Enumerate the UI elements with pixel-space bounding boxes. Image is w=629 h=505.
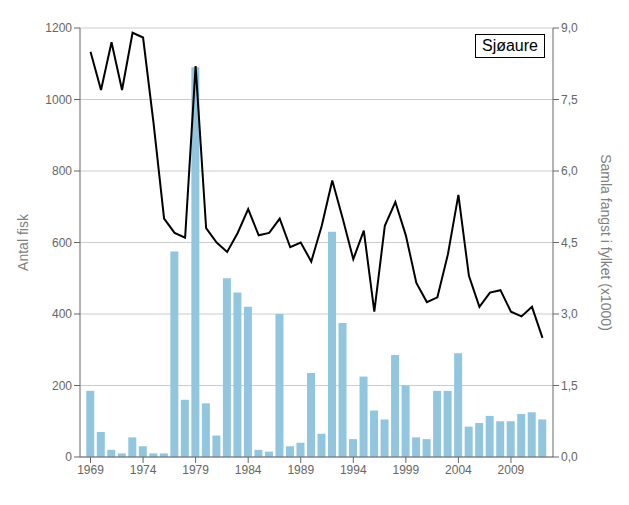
svg-text:0: 0 — [65, 450, 72, 464]
svg-text:1200: 1200 — [45, 21, 72, 35]
svg-text:9,0: 9,0 — [561, 21, 578, 35]
svg-text:Antal fisk: Antal fisk — [15, 213, 31, 271]
svg-text:1994: 1994 — [340, 463, 367, 477]
svg-text:600: 600 — [52, 236, 72, 250]
svg-text:1984: 1984 — [235, 463, 262, 477]
svg-text:3,0: 3,0 — [561, 307, 578, 321]
svg-text:200: 200 — [52, 379, 72, 393]
svg-text:1974: 1974 — [130, 463, 157, 477]
svg-text:1979: 1979 — [182, 463, 209, 477]
svg-text:0,0: 0,0 — [561, 450, 578, 464]
svg-text:1989: 1989 — [287, 463, 314, 477]
svg-text:400: 400 — [52, 307, 72, 321]
svg-text:1,5: 1,5 — [561, 379, 578, 393]
svg-text:1000: 1000 — [45, 93, 72, 107]
svg-text:1969: 1969 — [77, 463, 104, 477]
svg-text:800: 800 — [52, 164, 72, 178]
html-text:Sjøaure: Sjøaure — [482, 37, 538, 54]
svg-text:1999: 1999 — [392, 463, 419, 477]
svg-text:2009: 2009 — [498, 463, 525, 477]
svg-text:2004: 2004 — [445, 463, 472, 477]
svg-text:4,5: 4,5 — [561, 236, 578, 250]
svg-text:6,0: 6,0 — [561, 164, 578, 178]
svg-text:Samla fangst i fylket (x1000): Samla fangst i fylket (x1000) — [598, 154, 614, 331]
svg-text:7,5: 7,5 — [561, 93, 578, 107]
